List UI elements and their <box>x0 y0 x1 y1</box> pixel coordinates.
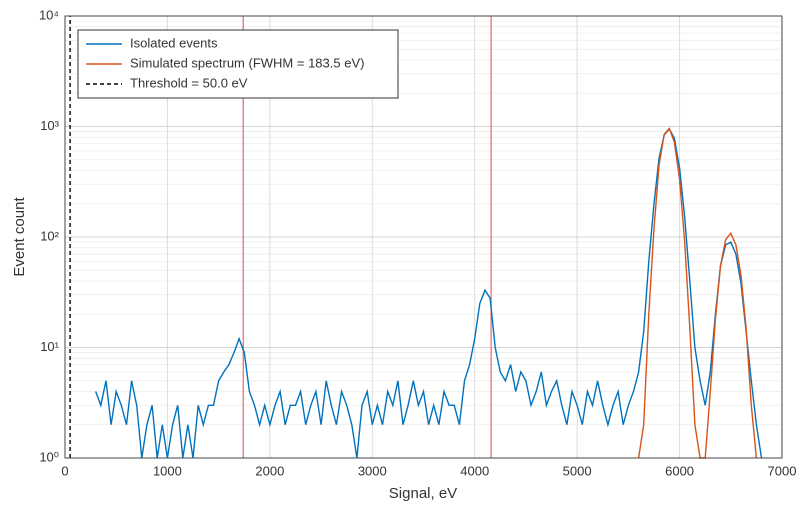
x-axis-label: Signal, eV <box>389 485 457 502</box>
y-tick-label: 10⁰ <box>39 449 59 464</box>
y-axis-label: Event count <box>11 197 28 277</box>
series-line <box>95 127 763 459</box>
y-tick-label: 10¹ <box>40 339 59 354</box>
x-tick-label: 1000 <box>153 463 182 478</box>
legend-label: Threshold = 50.0 eV <box>130 75 248 90</box>
x-tick-label: 6000 <box>665 463 694 478</box>
legend-label: Simulated spectrum (FWHM = 183.5 eV) <box>130 55 364 70</box>
x-tick-label: 4000 <box>460 463 489 478</box>
legend-label: Isolated events <box>130 35 218 50</box>
legend-box <box>77 29 399 99</box>
y-tick-label: 10⁴ <box>39 7 59 22</box>
series-line <box>637 127 758 459</box>
legend: Isolated events Simulated spectrum (FWHM … <box>77 29 399 99</box>
x-tick-label: 0 <box>61 463 68 478</box>
axes-frame <box>64 15 783 459</box>
y-tick-label: 10³ <box>40 118 59 133</box>
x-tick-label: 5000 <box>563 463 592 478</box>
y-tick-label: 10² <box>40 228 59 243</box>
x-tick-label: 3000 <box>358 463 387 478</box>
x-tick-label: 2000 <box>255 463 284 478</box>
x-tick-label: 7000 <box>768 463 797 478</box>
